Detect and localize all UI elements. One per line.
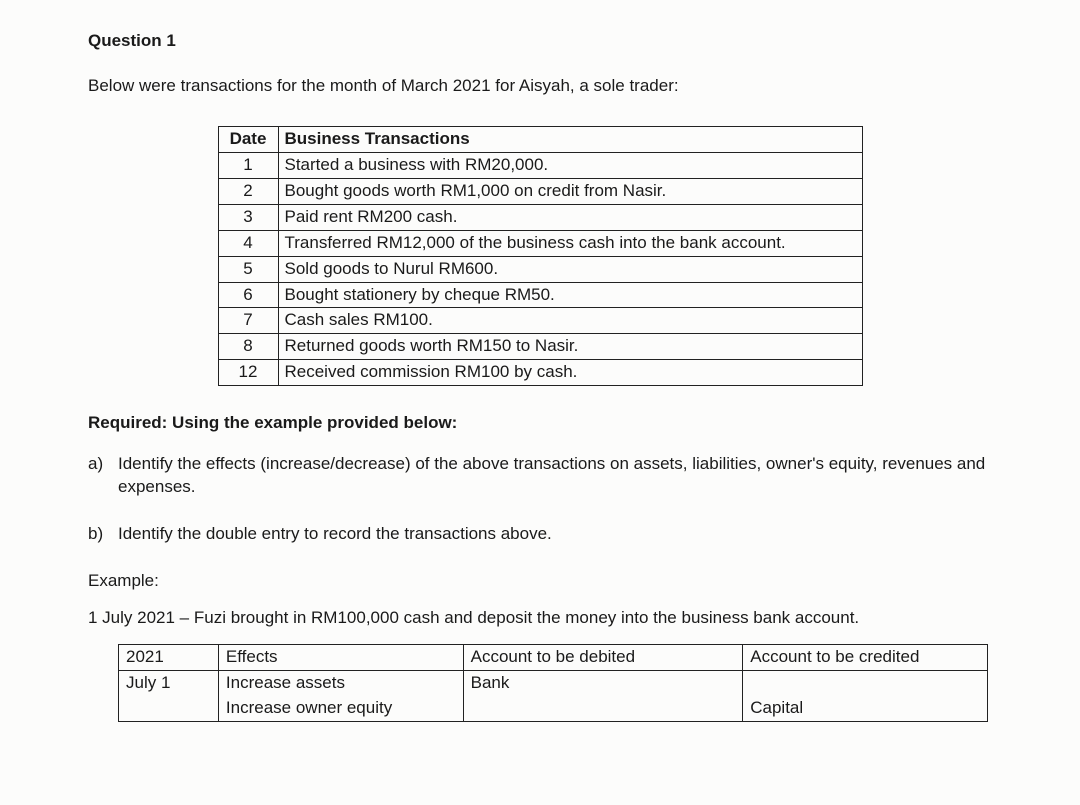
item-b-marker: b) [88, 523, 118, 546]
header-date: Date [218, 126, 278, 152]
row-credit: Capital [743, 696, 988, 721]
hdr-effects: Effects [218, 644, 463, 670]
hdr-year: 2021 [119, 644, 219, 670]
table-row: 3 Paid rent RM200 cash. [218, 204, 862, 230]
row-effects: Increase owner equity [218, 696, 463, 721]
example-text: 1 July 2021 – Fuzi brought in RM100,000 … [88, 607, 992, 630]
table-row: 6 Bought stationery by cheque RM50. [218, 282, 862, 308]
example-row: July 1 Increase assets Bank [119, 670, 988, 695]
row-debit: Bank [463, 670, 743, 721]
item-a-text: Identify the effects (increase/decrease)… [118, 453, 992, 499]
item-b: b) Identify the double entry to record t… [88, 523, 992, 546]
hdr-credit: Account to be credited [743, 644, 988, 670]
hdr-debit: Account to be debited [463, 644, 743, 670]
row-credit [743, 670, 988, 695]
example-table: 2021 Effects Account to be debited Accou… [118, 644, 988, 722]
row-date: 4 [218, 230, 278, 256]
table-row: 7 Cash sales RM100. [218, 308, 862, 334]
row-year: July 1 [126, 672, 211, 695]
table-row: 4 Transferred RM12,000 of the business c… [218, 230, 862, 256]
question-title: Question 1 [88, 30, 992, 53]
row-desc: Received commission RM100 by cash. [278, 360, 862, 386]
required-label: Required: Using the example provided bel… [88, 412, 992, 435]
item-b-text: Identify the double entry to record the … [118, 523, 992, 546]
row-date: 7 [218, 308, 278, 334]
row-effects: Increase assets [218, 670, 463, 695]
row-desc: Transferred RM12,000 of the business cas… [278, 230, 862, 256]
row-date: 6 [218, 282, 278, 308]
row-date: 12 [218, 360, 278, 386]
table-row: 12 Received commission RM100 by cash. [218, 360, 862, 386]
item-a-marker: a) [88, 453, 118, 499]
transactions-table: Date Business Transactions 1 Started a b… [218, 126, 863, 386]
row-date: 1 [218, 152, 278, 178]
table-row: 5 Sold goods to Nurul RM600. [218, 256, 862, 282]
table-row: 8 Returned goods worth RM150 to Nasir. [218, 334, 862, 360]
table-row: 2 Bought goods worth RM1,000 on credit f… [218, 178, 862, 204]
row-desc: Returned goods worth RM150 to Nasir. [278, 334, 862, 360]
row-date: 8 [218, 334, 278, 360]
item-a: a) Identify the effects (increase/decrea… [88, 453, 992, 499]
row-desc: Bought stationery by cheque RM50. [278, 282, 862, 308]
row-desc: Bought goods worth RM1,000 on credit fro… [278, 178, 862, 204]
example-header-row: 2021 Effects Account to be debited Accou… [119, 644, 988, 670]
intro-text: Below were transactions for the month of… [88, 75, 992, 98]
table-row: 1 Started a business with RM20,000. [218, 152, 862, 178]
row-date: 3 [218, 204, 278, 230]
header-desc: Business Transactions [278, 126, 862, 152]
example-label: Example: [88, 570, 992, 593]
row-date: 2 [218, 178, 278, 204]
row-desc: Started a business with RM20,000. [278, 152, 862, 178]
row-desc: Sold goods to Nurul RM600. [278, 256, 862, 282]
row-desc: Cash sales RM100. [278, 308, 862, 334]
row-desc: Paid rent RM200 cash. [278, 204, 862, 230]
row-date: 5 [218, 256, 278, 282]
